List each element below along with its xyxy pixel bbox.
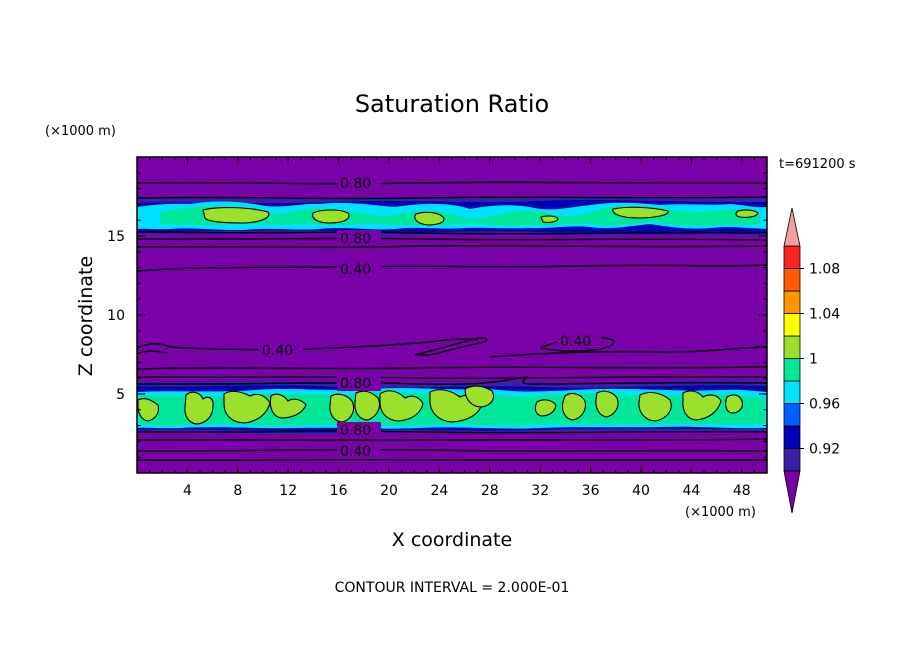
contour-line [137, 376, 767, 386]
lower-peak [269, 393, 307, 419]
contour-line [137, 438, 767, 441]
colorbar-bin [783, 425, 801, 449]
lower-peak [464, 385, 495, 408]
colorbar-bin [783, 448, 801, 472]
colorbar-bin [783, 268, 801, 292]
contour-line [137, 430, 767, 434]
colorbar-bin [783, 313, 801, 337]
upper-peak [540, 215, 559, 223]
contour-line [414, 337, 488, 356]
y-axis-title: Z coordinate [75, 256, 97, 376]
contour-label: 0.40 [262, 343, 293, 359]
contour-line [137, 376, 767, 379]
lower-peak [595, 390, 619, 418]
lower-peak [725, 394, 743, 414]
contour-line [137, 459, 767, 461]
lower-peak [137, 397, 160, 422]
x-tick-label: 16 [330, 483, 348, 499]
contour-line [137, 245, 767, 249]
x-tick-label: 20 [380, 483, 398, 499]
upper-layer-peaks [202, 206, 759, 226]
colorbar: 0.92 0.96 1 1.04 1.08 [783, 207, 840, 514]
colorbar-bin [783, 358, 801, 382]
x-tick-label: 36 [582, 483, 600, 499]
contour-label: 0.40 [340, 444, 371, 460]
contour-line [137, 237, 767, 241]
y-tick-label: 5 [116, 387, 125, 403]
lower-peak [638, 391, 672, 422]
colorbar-bin [783, 380, 801, 404]
lower-peak [379, 390, 424, 422]
contour-line [137, 196, 767, 200]
plot-area: 0.80 0.80 0.40 0.40 0.40 0.80 0.80 0.40 [137, 157, 767, 473]
y-axis: 5 10 15 [107, 172, 767, 458]
x-tick-label: 48 [733, 483, 751, 499]
colorbar-under-triangle [783, 470, 801, 514]
x-tick-label: 24 [430, 483, 448, 499]
x-axis-title: X coordinate [392, 529, 512, 551]
contour-line [137, 449, 767, 452]
lower-peak [354, 390, 381, 421]
colorbar-bin [783, 403, 801, 427]
x-tick-label: 40 [632, 483, 650, 499]
lower-peak [329, 393, 355, 423]
upper-peak [612, 206, 669, 219]
chart-title: Saturation Ratio [355, 90, 549, 118]
upper-layer-green [160, 206, 760, 226]
contour-line [137, 231, 767, 235]
y-tick-label: 15 [107, 229, 125, 245]
x-tick-label: 32 [531, 483, 549, 499]
contour-line [137, 181, 767, 185]
colorbar-tick-label: 1.08 [809, 262, 840, 278]
x-tick-label: 12 [279, 483, 297, 499]
x-tick-label: 4 [183, 483, 192, 499]
contour-label: 0.80 [340, 176, 371, 192]
x-unit-label: (×1000 m) [685, 505, 756, 520]
x-tick-label: 28 [481, 483, 499, 499]
contour-label: 0.80 [340, 231, 371, 247]
colorbar-bin [783, 245, 801, 269]
y-unit-label: (×1000 m) [45, 124, 116, 139]
x-axis: 4 8 12 16 20 24 28 32 36 40 44 48 [149, 157, 755, 499]
contour-label: 0.80 [340, 376, 371, 392]
lower-peak [682, 390, 722, 421]
contour-label: 0.40 [340, 262, 371, 278]
time-label: t=691200 s [779, 157, 856, 172]
lower-peak [561, 392, 586, 421]
y-tick-label: 10 [107, 308, 125, 324]
contour-line [137, 264, 767, 272]
upper-layer [137, 196, 767, 236]
colorbar-tick-label: 0.96 [809, 397, 840, 413]
contour-label: 0.80 [340, 423, 371, 439]
colorbar-tick-label: 1.04 [809, 307, 840, 323]
contour-label: 0.40 [560, 334, 591, 350]
colorbar-tick-label: 1 [809, 352, 818, 368]
colorbar-tick-label: 0.92 [809, 442, 840, 458]
colorbar-bin [783, 290, 801, 314]
contour-lines [137, 181, 767, 461]
lower-layer-peaks [137, 385, 743, 425]
upper-peak [202, 206, 270, 224]
contour-interval-note: CONTOUR INTERVAL = 2.000E-01 [335, 580, 570, 596]
colorbar-over-triangle [783, 207, 801, 247]
lower-peak [184, 391, 214, 425]
colorbar-bin [783, 335, 801, 359]
contour-labels: 0.80 0.80 0.40 0.40 0.40 0.80 0.80 0.40 [259, 175, 601, 460]
x-tick-label: 8 [233, 483, 242, 499]
upper-peak [414, 211, 445, 226]
x-tick-label: 44 [682, 483, 700, 499]
contour-line [137, 366, 767, 370]
upper-peak [735, 209, 759, 218]
lower-peak [534, 399, 557, 417]
contour-line [489, 346, 767, 358]
lower-layer [137, 380, 767, 435]
upper-peak [312, 209, 350, 224]
